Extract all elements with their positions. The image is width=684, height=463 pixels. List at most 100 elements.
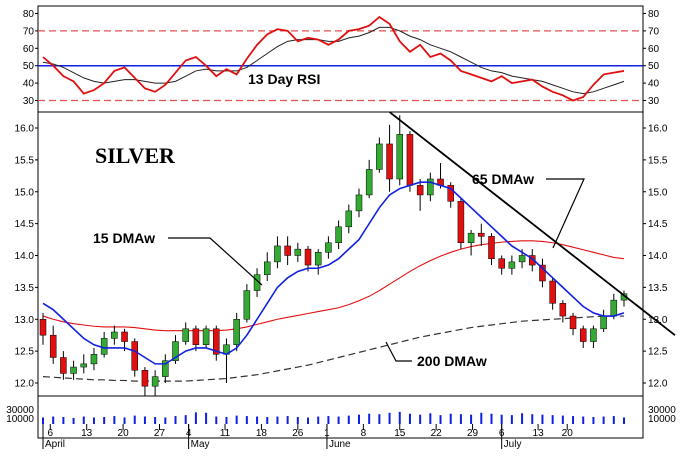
rsi-y-tick-left: 30 — [23, 96, 35, 107]
price-y-tick-left: 15.5 — [15, 155, 35, 166]
volume-bar — [521, 413, 524, 424]
x-tick-label: 13 — [533, 428, 545, 439]
volume-bar — [470, 414, 473, 424]
candle-body — [202, 328, 210, 345]
volume-bar — [551, 415, 554, 424]
candle-body — [60, 357, 67, 374]
x-tick-label: 26 — [292, 428, 304, 439]
volume-bar — [215, 416, 218, 424]
month-label: June — [329, 439, 351, 450]
price-y-tick-left: 14.5 — [15, 219, 35, 230]
candle-body — [325, 242, 332, 253]
volume-bar — [205, 412, 208, 424]
x-tick-label: 15 — [394, 428, 406, 439]
candle-body — [610, 299, 618, 317]
rsi-y-tick-left: 60 — [23, 44, 35, 55]
candle-body — [569, 315, 577, 330]
candle-body — [386, 143, 393, 180]
volume-bar — [266, 417, 269, 424]
volume-bar — [235, 415, 238, 424]
price-y-tick-right: 12.5 — [648, 347, 668, 358]
volume-bar — [52, 416, 55, 424]
rsi-y-tick-right: 70 — [648, 26, 660, 37]
volume-bar — [245, 416, 248, 424]
candle-body — [406, 134, 414, 186]
price-y-tick-right: 12.0 — [648, 379, 668, 390]
dma65-pointer — [546, 178, 585, 249]
candle-body — [121, 331, 128, 342]
candle-body — [355, 194, 363, 212]
candle-body — [182, 328, 189, 342]
volume-bar — [357, 414, 360, 424]
volume-bar — [154, 417, 157, 424]
candle-body — [131, 341, 138, 371]
rsi-y-tick-right: 80 — [648, 9, 660, 20]
price-y-tick-left: 15.0 — [15, 187, 35, 198]
candle-body — [192, 328, 200, 345]
price-y-tick-right: 15.5 — [648, 155, 668, 166]
candle-body — [416, 185, 424, 196]
rsi-y-tick-left: 50 — [23, 61, 35, 72]
price-y-tick-left: 16.0 — [15, 124, 35, 135]
volume-bar — [531, 414, 534, 424]
volume-bar — [184, 415, 187, 424]
volume-bar — [82, 416, 85, 424]
dma15-pointer — [168, 237, 263, 286]
dma200-line — [42, 315, 624, 382]
volume-bar — [612, 416, 615, 424]
volume-bar — [42, 417, 44, 424]
price-y-tick-left: 14.0 — [15, 251, 35, 262]
volume-bar — [327, 416, 330, 424]
price-y-tick-right: 13.5 — [648, 283, 668, 294]
candle-body — [549, 280, 556, 304]
candle-body — [274, 245, 281, 263]
rsi-line — [42, 15, 625, 102]
volume-y-tick-right: 30000 — [648, 405, 676, 416]
rsi-y-tick-right: 60 — [648, 44, 660, 55]
candle-body — [314, 252, 322, 266]
x-axis: 613202741118261815222961320AprilMayJuneJ… — [42, 424, 573, 450]
chart-frame — [37, 5, 644, 439]
volume-bar — [500, 414, 503, 424]
candle-body — [539, 264, 546, 282]
volume-bar — [317, 416, 320, 424]
candle-body — [498, 258, 505, 269]
candle-body — [233, 319, 240, 345]
volume-bar — [602, 416, 605, 424]
volume-bar — [174, 416, 177, 424]
candle-body — [478, 232, 485, 237]
trendline — [389, 111, 676, 336]
dma15-label: 15 DMAw — [93, 230, 155, 246]
candle-body — [70, 366, 77, 374]
x-tick-label: 20 — [118, 428, 130, 439]
month-label: May — [191, 439, 210, 450]
candle-body — [529, 255, 536, 266]
volume-bar — [408, 413, 411, 424]
candle-body — [457, 201, 465, 243]
volume-bar — [572, 416, 575, 424]
x-tick-label: 29 — [467, 428, 479, 439]
candle-body — [80, 363, 88, 368]
candle-body — [172, 341, 179, 361]
volume-bar — [347, 415, 350, 424]
rsi-panel: 30 30 40 40 50 50 60 60 70 70 80 80 — [23, 9, 660, 113]
volume-bar — [480, 412, 483, 424]
rsi-y-tick-left: 70 — [23, 26, 35, 37]
x-tick-label: 22 — [431, 428, 443, 439]
dma200-label: 200 DMAw — [417, 353, 487, 369]
volume-bar — [256, 416, 259, 424]
rsi-label: 13 Day RSI — [248, 71, 320, 87]
price-y-tick-left: 13.5 — [15, 283, 35, 294]
candle-body — [213, 328, 220, 355]
volume-bar — [368, 413, 371, 424]
candle-body — [100, 338, 108, 355]
volume-bar — [623, 417, 625, 424]
volume-bar — [561, 415, 564, 424]
candle-body — [141, 370, 149, 387]
rsi-y-tick-left: 40 — [23, 79, 35, 90]
x-tick-label: 13 — [81, 428, 93, 439]
volume-bar — [582, 416, 585, 424]
candle-body — [488, 236, 495, 259]
volume-bar — [439, 415, 442, 424]
